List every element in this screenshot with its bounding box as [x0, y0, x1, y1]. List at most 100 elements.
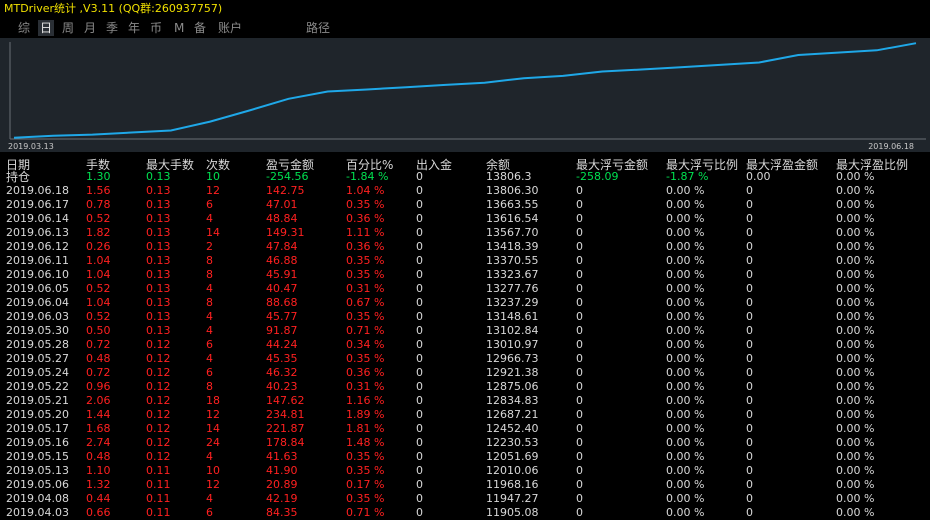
- cell-balance: 13616.54: [486, 212, 539, 225]
- cell-inout: 0: [416, 268, 423, 281]
- tab-quarterly[interactable]: 季: [106, 21, 119, 35]
- cell-inout: 0: [416, 380, 423, 393]
- cell-max-float-profit: 0: [746, 226, 753, 239]
- cell-date: 2019.05.30: [6, 324, 69, 337]
- table-row[interactable]: 2019.05.16 2.74 0.12 24 178.84 1.48 % 0 12230.5…: [0, 436, 930, 450]
- cell-date: 2019.06.13: [6, 226, 69, 239]
- header-percent: 百分比%: [346, 158, 394, 172]
- cell-date: 2019.05.15: [6, 450, 69, 463]
- tab-weekly[interactable]: 周: [62, 21, 75, 35]
- cell-inout: 0: [416, 338, 423, 351]
- cell-balance: 13806.30: [486, 184, 539, 197]
- table-row[interactable]: 2019.06.12 0.26 0.13 2 47.84 0.36 % 0 13418.39 0…: [0, 240, 930, 254]
- cell-max-float-loss: 0: [576, 310, 583, 323]
- tab-m[interactable]: M: [174, 21, 185, 35]
- table-row[interactable]: 2019.06.11 1.04 0.13 8 46.88 0.35 % 0 13370.55 0…: [0, 254, 930, 268]
- cell-max-float-profit-pct: 0.00 %: [836, 492, 875, 505]
- tab-path[interactable]: 路径: [306, 21, 331, 35]
- cell-max-float-loss-pct: 0.00 %: [666, 436, 705, 449]
- table-row[interactable]: 2019.05.06 1.32 0.11 12 20.89 0.17 % 0 11968.16…: [0, 478, 930, 492]
- tab-summary[interactable]: 综: [18, 21, 31, 35]
- cell-lots: 0.66: [86, 506, 111, 519]
- cell-max-float-profit: 0: [746, 268, 753, 281]
- table-row[interactable]: 2019.06.10 1.04 0.13 8 45.91 0.35 % 0 13323.67 0…: [0, 268, 930, 282]
- table-row[interactable]: 2019.05.20 1.44 0.12 12 234.81 1.89 % 0 12687.2…: [0, 408, 930, 422]
- cell-max-float-profit-pct: 0.00 %: [836, 394, 875, 407]
- cell-max-float-loss: 0: [576, 408, 583, 421]
- table-row[interactable]: 2019.05.22 0.96 0.12 8 40.23 0.31 % 0 12875.06 0…: [0, 380, 930, 394]
- cell-max-float-profit-pct: 0.00 %: [836, 282, 875, 295]
- cell-pnl: 44.24: [266, 338, 298, 351]
- position-row: 持仓 1.30 0.13 10 -254.56 -1.84 % 0 13806.…: [0, 170, 930, 184]
- tab-currency[interactable]: 币: [150, 21, 163, 35]
- cell-max-float-loss-pct: 0.00 %: [666, 268, 705, 281]
- cell-inout: 0: [416, 226, 423, 239]
- cell-max-float-profit-pct: 0.00 %: [836, 450, 875, 463]
- cell-balance: 13323.67: [486, 268, 539, 281]
- tab-daily[interactable]: 日: [38, 20, 55, 36]
- position-pct: -1.84 %: [346, 170, 389, 183]
- table-row[interactable]: 2019.05.21 2.06 0.12 18 147.62 1.16 % 0 12834.8…: [0, 394, 930, 408]
- cell-percent: 0.71 %: [346, 324, 385, 337]
- cell-max-float-profit: 0: [746, 478, 753, 491]
- table-row[interactable]: 2019.06.17 0.78 0.13 6 47.01 0.35 % 0 13663.55 0…: [0, 198, 930, 212]
- cell-lots: 1.82: [86, 226, 111, 239]
- table-row[interactable]: 2019.06.14 0.52 0.13 4 48.84 0.36 % 0 13616.54 0…: [0, 212, 930, 226]
- table-row[interactable]: 2019.06.03 0.52 0.13 4 45.77 0.35 % 0 13148.61 0…: [0, 310, 930, 324]
- cell-count: 4: [206, 492, 213, 505]
- table-row[interactable]: 2019.05.27 0.48 0.12 4 45.35 0.35 % 0 12966.73 0…: [0, 352, 930, 366]
- cell-pnl: 147.62: [266, 394, 305, 407]
- cell-max-float-profit: 0: [746, 422, 753, 435]
- cell-percent: 0.36 %: [346, 366, 385, 379]
- tab-backup[interactable]: 备: [194, 21, 207, 35]
- table-row[interactable]: 2019.06.18 1.56 0.13 12 142.75 1.04 % 0 13806.3…: [0, 184, 930, 198]
- table-row[interactable]: 2019.06.05 0.52 0.13 4 40.47 0.31 % 0 13277.76 0…: [0, 282, 930, 296]
- cell-lots: 1.56: [86, 184, 111, 197]
- cell-max-float-loss: 0: [576, 338, 583, 351]
- table-row[interactable]: 2019.06.04 1.04 0.13 8 88.68 0.67 % 0 13237.29 0…: [0, 296, 930, 310]
- cell-lots: 1.04: [86, 254, 111, 267]
- cell-lots: 1.44: [86, 408, 111, 421]
- table-row[interactable]: 2019.05.30 0.50 0.13 4 91.87 0.71 % 0 13102.84 0…: [0, 324, 930, 338]
- cell-balance: 11968.16: [486, 478, 539, 491]
- table-row[interactable]: 2019.05.28 0.72 0.12 6 44.24 0.34 % 0 13010.97 0…: [0, 338, 930, 352]
- position-inout: 0: [416, 170, 423, 183]
- table-row[interactable]: 2019.05.13 1.10 0.11 10 41.90 0.35 % 0 12010.06…: [0, 464, 930, 478]
- cell-pnl: 234.81: [266, 408, 305, 421]
- cell-max-float-loss-pct: 0.00 %: [666, 324, 705, 337]
- table-row[interactable]: 2019.05.24 0.72 0.12 6 46.32 0.36 % 0 12921.38 0…: [0, 366, 930, 380]
- cell-max-lots: 0.12: [146, 422, 171, 435]
- header-max-lots: 最大手数: [146, 158, 195, 172]
- cell-max-float-profit-pct: 0.00 %: [836, 366, 875, 379]
- tab-account[interactable]: 账户: [218, 21, 243, 35]
- cell-date: 2019.05.20: [6, 408, 69, 421]
- cell-lots: 0.96: [86, 380, 111, 393]
- cell-max-float-profit: 0: [746, 436, 753, 449]
- cell-count: 12: [206, 184, 220, 197]
- cell-inout: 0: [416, 282, 423, 295]
- table-row[interactable]: 2019.04.03 0.66 0.11 6 84.35 0.71 % 0 11905.08 0…: [0, 506, 930, 520]
- cell-max-float-loss-pct: 0.00 %: [666, 464, 705, 477]
- header-max-float-profit: 最大浮盈金额: [746, 158, 819, 172]
- cell-percent: 1.89 %: [346, 408, 385, 421]
- cell-count: 6: [206, 198, 213, 211]
- cell-date: 2019.06.05: [6, 282, 69, 295]
- table-row[interactable]: 2019.06.13 1.82 0.13 14 149.31 1.11 % 0 13567.7…: [0, 226, 930, 240]
- tab-monthly[interactable]: 月: [84, 21, 97, 35]
- cell-count: 12: [206, 408, 220, 421]
- cell-max-float-loss-pct: 0.00 %: [666, 240, 705, 253]
- cell-percent: 0.35 %: [346, 198, 385, 211]
- table-row[interactable]: 2019.05.17 1.68 0.12 14 221.87 1.81 % 0 12452.4…: [0, 422, 930, 436]
- table-row[interactable]: 2019.05.15 0.48 0.12 4 41.63 0.35 % 0 12051.69 0…: [0, 450, 930, 464]
- tab-yearly[interactable]: 年: [128, 21, 141, 35]
- x-end-label: 2019.06.18: [868, 142, 914, 151]
- table-row[interactable]: 2019.04.08 0.44 0.11 4 42.19 0.35 % 0 11947.27 0…: [0, 492, 930, 506]
- cell-max-float-profit-pct: 0.00 %: [836, 268, 875, 281]
- cell-balance: 12230.53: [486, 436, 539, 449]
- position-max-float-profit-pct: 0.00 %: [836, 170, 875, 183]
- cell-balance: 12051.69: [486, 450, 539, 463]
- cell-lots: 0.52: [86, 212, 111, 225]
- cell-max-lots: 0.13: [146, 226, 171, 239]
- cell-max-float-loss-pct: 0.00 %: [666, 450, 705, 463]
- cell-max-float-profit-pct: 0.00 %: [836, 254, 875, 267]
